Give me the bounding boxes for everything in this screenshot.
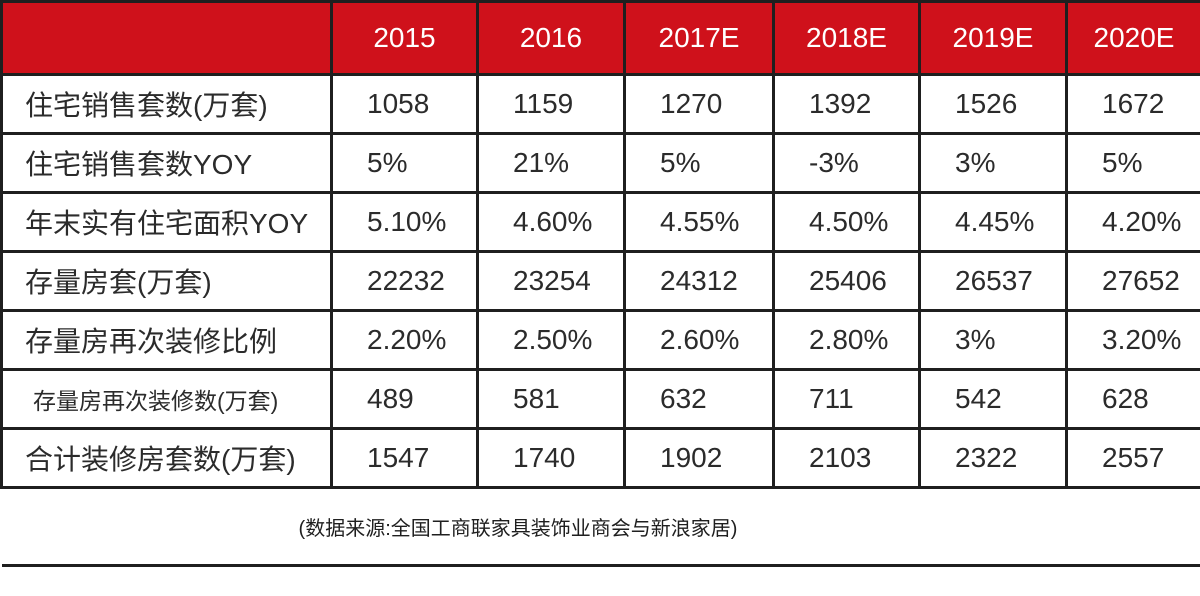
table-cell: 632 [623, 368, 775, 430]
table-cell: 1392 [772, 73, 921, 135]
table-cell: 4.50% [772, 191, 921, 253]
row-label: 住宅销售套数YOY [0, 132, 333, 194]
table-cell: 2.60% [623, 309, 775, 371]
row-label: 存量房再次装修数(万套) [0, 368, 333, 430]
housing-renovation-table: 2015 2016 2017E 2018E 2019E 2020E 住宅销售套数… [0, 0, 1200, 567]
table-cell: 2557 [1065, 427, 1200, 489]
table-row: 住宅销售套数YOY 5% 21% 5% -3% 3% 5% [0, 132, 1200, 194]
table-cell: 1270 [623, 73, 775, 135]
year-header-2015: 2015 [330, 0, 479, 76]
table-cell: 2322 [918, 427, 1068, 489]
table-cell: 5% [1065, 132, 1200, 194]
year-header-2020e: 2020E [1065, 0, 1200, 76]
table-cell: 2.20% [330, 309, 479, 371]
row-label: 存量房再次装修比例 [0, 309, 333, 371]
corner-header-cell [0, 0, 333, 76]
table-cell: 1740 [476, 427, 626, 489]
table-cell: 3% [918, 132, 1068, 194]
table-cell: 2.50% [476, 309, 626, 371]
table-cell: -3% [772, 132, 921, 194]
table-cell: 3.20% [1065, 309, 1200, 371]
table-cell: 25406 [772, 250, 921, 312]
table-cell: 22232 [330, 250, 479, 312]
table-row: 合计装修房套数(万套) 1547 1740 1902 2103 2322 255… [0, 427, 1200, 489]
table-cell: 581 [476, 368, 626, 430]
source-note: (数据来源:全国工商联家具装饰业商会与新浪家居) [1, 486, 1200, 567]
table-cell: 1902 [623, 427, 775, 489]
row-label: 合计装修房套数(万套) [0, 427, 333, 489]
table-cell: 4.20% [1065, 191, 1200, 253]
table-row: 存量房再次装修数(万套) 489 581 632 711 542 628 [0, 368, 1200, 430]
source-row: (数据来源:全国工商联家具装饰业商会与新浪家居) [1, 486, 1200, 567]
year-header-2019e: 2019E [918, 0, 1068, 76]
table-cell: 542 [918, 368, 1068, 430]
table-cell: 628 [1065, 368, 1200, 430]
table-row: 存量房再次装修比例 2.20% 2.50% 2.60% 2.80% 3% 3.2… [0, 309, 1200, 371]
table-cell: 3% [918, 309, 1068, 371]
table-cell: 2103 [772, 427, 921, 489]
table-cell: 4.60% [476, 191, 626, 253]
table-cell: 1159 [476, 73, 626, 135]
table-cell: 1526 [918, 73, 1068, 135]
table-cell: 23254 [476, 250, 626, 312]
table-cell: 1058 [330, 73, 479, 135]
table-row: 年末实有住宅面积YOY 5.10% 4.60% 4.55% 4.50% 4.45… [0, 191, 1200, 253]
table-cell: 2.80% [772, 309, 921, 371]
table-cell: 4.45% [918, 191, 1068, 253]
table-cell: 5.10% [330, 191, 479, 253]
row-label: 住宅销售套数(万套) [0, 73, 333, 135]
table-cell: 24312 [623, 250, 775, 312]
table-cell: 21% [476, 132, 626, 194]
table-cell: 1672 [1065, 73, 1200, 135]
table-row: 存量房套(万套) 22232 23254 24312 25406 26537 2… [0, 250, 1200, 312]
table-cell: 27652 [1065, 250, 1200, 312]
table-cell: 4.55% [623, 191, 775, 253]
row-label: 年末实有住宅面积YOY [0, 191, 333, 253]
year-header-2018e: 2018E [772, 0, 921, 76]
year-header-2016: 2016 [476, 0, 626, 76]
year-header-2017e: 2017E [623, 0, 775, 76]
table-cell: 711 [772, 368, 921, 430]
row-label: 存量房套(万套) [0, 250, 333, 312]
header-row: 2015 2016 2017E 2018E 2019E 2020E [0, 0, 1200, 76]
table-cell: 1547 [330, 427, 479, 489]
table-cell: 26537 [918, 250, 1068, 312]
table-cell: 5% [330, 132, 479, 194]
table-cell: 489 [330, 368, 479, 430]
table-row: 住宅销售套数(万套) 1058 1159 1270 1392 1526 1672 [0, 73, 1200, 135]
table-cell: 5% [623, 132, 775, 194]
